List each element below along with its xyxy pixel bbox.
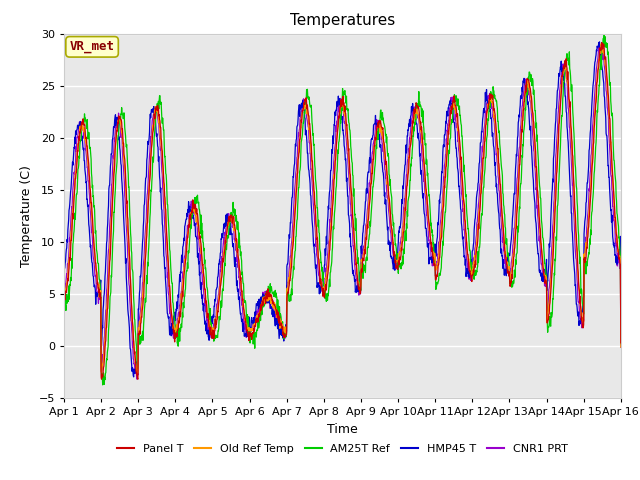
HMP45 T <box>184 210 192 216</box>
HMP45 T <box>502 271 509 276</box>
AM25T Ref <box>617 335 625 341</box>
Title: Temperatures: Temperatures <box>290 13 395 28</box>
CNR1 PRT <box>171 333 179 338</box>
CNR1 PRT <box>184 222 192 228</box>
Old Ref Temp <box>60 291 68 297</box>
HMP45 T <box>246 328 254 334</box>
Text: VR_met: VR_met <box>70 40 115 53</box>
Panel T <box>551 210 559 216</box>
Line: HMP45 T: HMP45 T <box>64 42 621 377</box>
HMP45 T <box>551 129 559 134</box>
Old Ref Temp <box>551 197 559 203</box>
CNR1 PRT <box>429 259 437 264</box>
Old Ref Temp <box>502 255 509 261</box>
Old Ref Temp <box>597 41 605 47</box>
Panel T <box>617 340 625 346</box>
HMP45 T <box>60 271 68 277</box>
Line: Old Ref Temp: Old Ref Temp <box>64 44 621 374</box>
HMP45 T <box>596 39 604 45</box>
AM25T Ref <box>429 251 437 257</box>
Panel T <box>184 229 192 235</box>
CNR1 PRT <box>551 173 559 179</box>
CNR1 PRT <box>502 265 509 271</box>
Panel T <box>60 297 68 303</box>
AM25T Ref <box>246 329 254 335</box>
HMP45 T <box>130 374 138 380</box>
AM25T Ref <box>600 32 608 37</box>
Panel T <box>134 376 141 382</box>
Old Ref Temp <box>429 249 437 255</box>
Old Ref Temp <box>184 230 192 236</box>
AM25T Ref <box>99 382 106 388</box>
Old Ref Temp <box>246 326 254 332</box>
Panel T <box>246 334 254 339</box>
Panel T <box>502 254 509 260</box>
Old Ref Temp <box>171 326 179 332</box>
CNR1 PRT <box>246 325 254 331</box>
AM25T Ref <box>184 248 192 254</box>
AM25T Ref <box>502 240 509 246</box>
Line: AM25T Ref: AM25T Ref <box>64 35 621 385</box>
Old Ref Temp <box>617 344 625 350</box>
Legend: Panel T, Old Ref Temp, AM25T Ref, HMP45 T, CNR1 PRT: Panel T, Old Ref Temp, AM25T Ref, HMP45 … <box>113 440 572 458</box>
AM25T Ref <box>60 299 68 305</box>
Line: CNR1 PRT: CNR1 PRT <box>64 44 621 379</box>
CNR1 PRT <box>617 345 625 350</box>
X-axis label: Time: Time <box>327 423 358 436</box>
Panel T <box>598 40 605 46</box>
AM25T Ref <box>551 256 559 262</box>
AM25T Ref <box>171 316 179 322</box>
HMP45 T <box>429 252 437 257</box>
CNR1 PRT <box>133 376 141 382</box>
Y-axis label: Temperature (C): Temperature (C) <box>20 165 33 267</box>
Line: Panel T: Panel T <box>64 43 621 379</box>
Panel T <box>171 339 179 345</box>
Old Ref Temp <box>133 371 141 377</box>
CNR1 PRT <box>595 41 603 47</box>
HMP45 T <box>617 342 625 348</box>
HMP45 T <box>171 314 179 320</box>
CNR1 PRT <box>60 285 68 291</box>
Panel T <box>429 256 437 262</box>
